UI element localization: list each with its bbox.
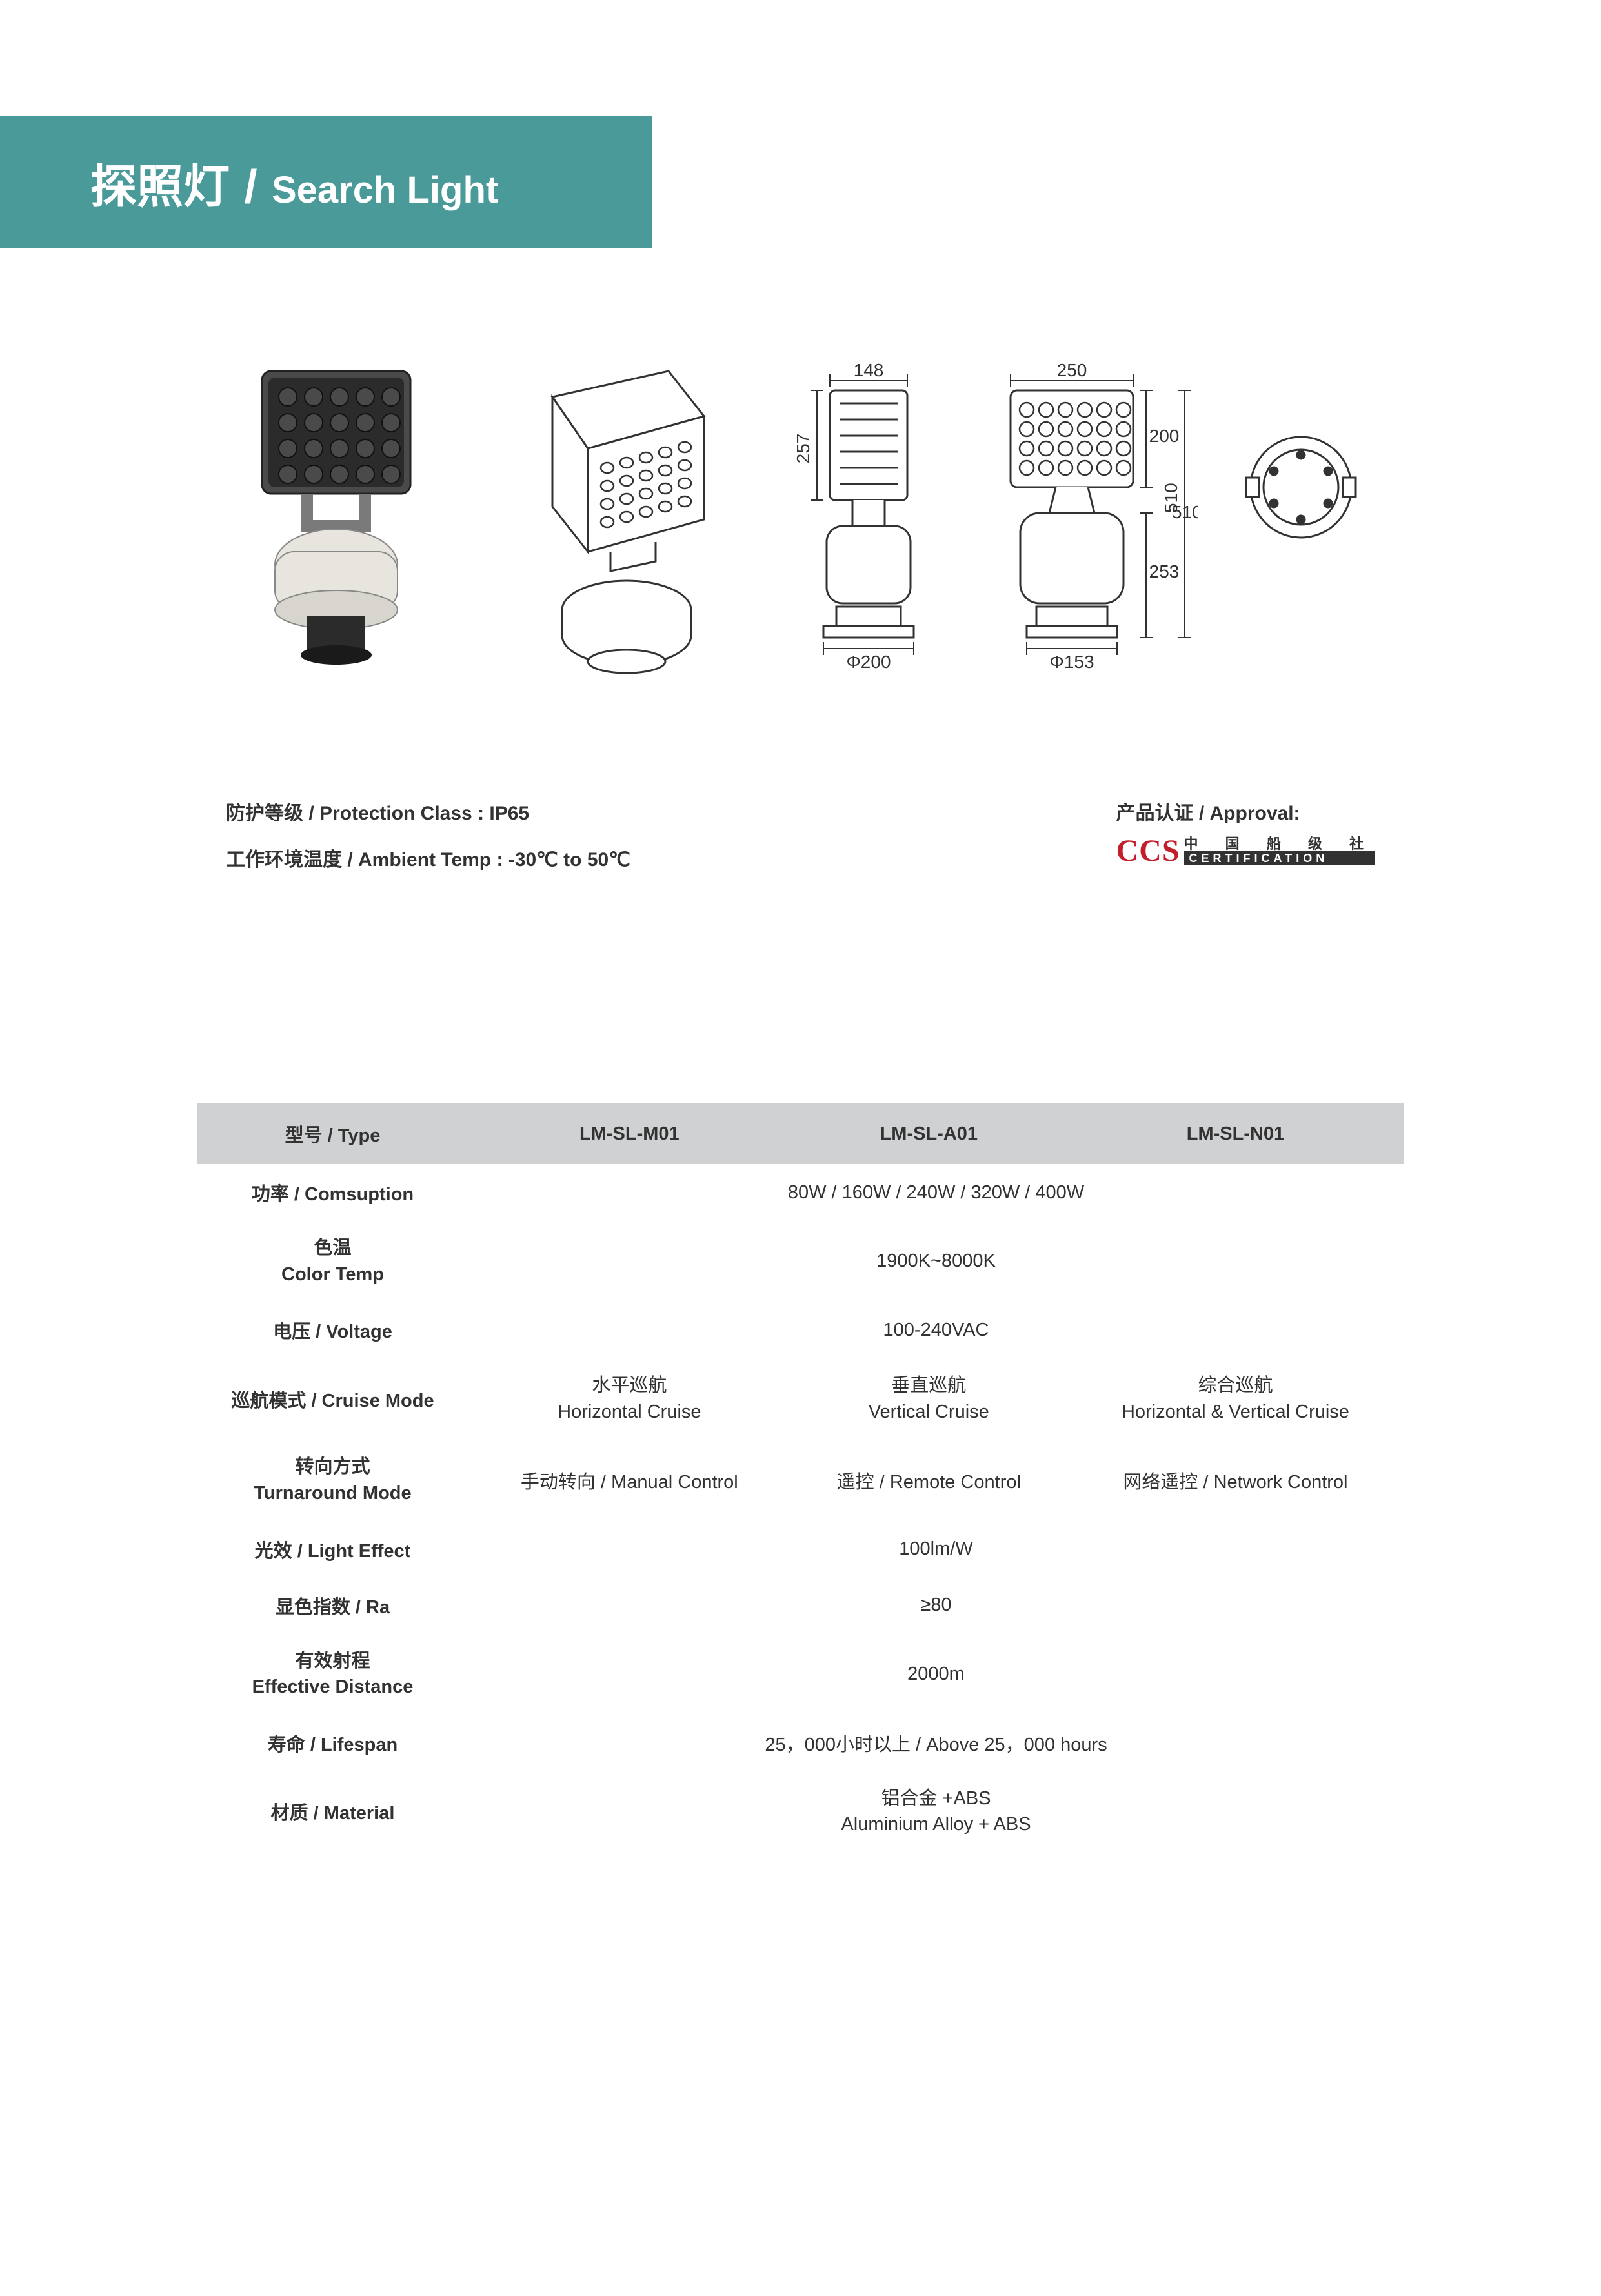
table-header-row: 型号 / Type LM-SL-M01 LM-SL-A01 LM-SL-N01 <box>197 1103 1404 1165</box>
row-value: 80W / 160W / 240W / 320W / 400W <box>468 1165 1404 1221</box>
row-value: 网络遥控 / Network Control <box>1067 1440 1404 1521</box>
table-row: 电压 / Voltage 100-240VAC <box>197 1302 1404 1358</box>
row-value: 1900K~8000K <box>468 1221 1404 1302</box>
table-row: 功率 / Comsuption 80W / 160W / 240W / 320W… <box>197 1165 1404 1221</box>
info-left: 防护等级 / Protection Class : IP65 工作环境温度 / … <box>226 797 630 890</box>
title-cn: 探照灯 <box>90 148 230 216</box>
table-row: 光效 / Light Effect 100lm/W <box>197 1521 1404 1577</box>
dim-label: 253 <box>1149 561 1179 581</box>
protection-class: 防护等级 / Protection Class : IP65 <box>226 797 630 825</box>
row-label: 电压 / Voltage <box>197 1302 468 1358</box>
table-row: 有效射程 Effective Distance 2000m <box>197 1633 1404 1715</box>
title-banner: 探照灯 / Search Light <box>0 116 652 248</box>
col-n01: LM-SL-N01 <box>1067 1103 1404 1165</box>
images-row: 148 257 Φ200 <box>0 358 1601 681</box>
col-a01: LM-SL-A01 <box>790 1103 1067 1165</box>
row-label: 寿命 / Lifespan <box>197 1715 468 1771</box>
dim-side-view: 250 200 510 510 510 253 <box>991 358 1198 681</box>
row-label: 转向方式 Turnaround Mode <box>197 1440 468 1521</box>
ambient-temp: 工作环境温度 / Ambient Temp : -30℃ to 50℃ <box>226 843 630 872</box>
dim-label: 510 <box>1172 502 1198 522</box>
dim-label: 200 <box>1149 426 1179 446</box>
row-value: 遥控 / Remote Control <box>790 1440 1067 1521</box>
ccs-logo-text: CCS <box>1116 833 1180 869</box>
table-row: 显色指数 / Ra ≥80 <box>197 1577 1404 1633</box>
table-row: 巡航模式 / Cruise Mode 水平巡航 Horizontal Cruis… <box>197 1358 1404 1440</box>
title-separator: / <box>244 161 257 213</box>
product-line-drawing <box>514 358 714 681</box>
row-value: 铝合金 +ABS Aluminium Alloy + ABS <box>468 1771 1404 1852</box>
row-value: 2000m <box>468 1633 1404 1715</box>
dimension-drawings: 148 257 Φ200 <box>791 358 1365 681</box>
dim-label: Φ200 <box>846 652 891 672</box>
approval-label: 产品认证 / Approval: <box>1116 797 1375 825</box>
row-value: 100-240VAC <box>468 1302 1404 1358</box>
info-row: 防护等级 / Protection Class : IP65 工作环境温度 / … <box>0 797 1601 890</box>
title-en: Search Light <box>272 169 498 211</box>
table-row: 材质 / Material 铝合金 +ABS Aluminium Alloy +… <box>197 1771 1404 1852</box>
product-photo <box>236 358 436 681</box>
table-row: 寿命 / Lifespan 25，000小时以上 / Above 25，000 … <box>197 1715 1404 1771</box>
row-label: 材质 / Material <box>197 1771 468 1852</box>
row-value: 综合巡航 Horizontal & Vertical Cruise <box>1067 1358 1404 1440</box>
info-right: 产品认证 / Approval: CCS 中 国 船 级 社 CERTIFICA… <box>1116 797 1375 890</box>
row-label: 光效 / Light Effect <box>197 1521 468 1577</box>
ccs-sub-cn: 中 国 船 级 社 <box>1184 836 1375 851</box>
dim-top-view <box>1236 423 1365 552</box>
dim-label: 257 <box>793 434 813 464</box>
ccs-sub-en: CERTIFICATION <box>1184 851 1375 866</box>
row-value: ≥80 <box>468 1577 1404 1633</box>
row-label: 色温 Color Temp <box>197 1221 468 1302</box>
dim-label: 250 <box>1056 360 1087 380</box>
dim-label: Φ153 <box>1049 652 1094 672</box>
dim-label: 148 <box>853 360 883 380</box>
ccs-badge: CCS 中 国 船 级 社 CERTIFICATION <box>1116 833 1375 869</box>
row-value: 垂直巡航 Vertical Cruise <box>790 1358 1067 1440</box>
row-label: 功率 / Comsuption <box>197 1165 468 1221</box>
col-m01: LM-SL-M01 <box>468 1103 791 1165</box>
row-label: 显色指数 / Ra <box>197 1577 468 1633</box>
row-value: 水平巡航 Horizontal Cruise <box>468 1358 791 1440</box>
row-value: 100lm/W <box>468 1521 1404 1577</box>
spec-table: 型号 / Type LM-SL-M01 LM-SL-A01 LM-SL-N01 … <box>197 1103 1404 1853</box>
dim-front-view: 148 257 Φ200 <box>791 358 952 681</box>
table-row: 色温 Color Temp 1900K~8000K <box>197 1221 1404 1302</box>
row-label: 巡航模式 / Cruise Mode <box>197 1358 468 1440</box>
row-value: 25，000小时以上 / Above 25，000 hours <box>468 1715 1404 1771</box>
col-type: 型号 / Type <box>197 1103 468 1165</box>
table-row: 转向方式 Turnaround Mode 手动转向 / Manual Contr… <box>197 1440 1404 1521</box>
row-value: 手动转向 / Manual Control <box>468 1440 791 1521</box>
row-label: 有效射程 Effective Distance <box>197 1633 468 1715</box>
